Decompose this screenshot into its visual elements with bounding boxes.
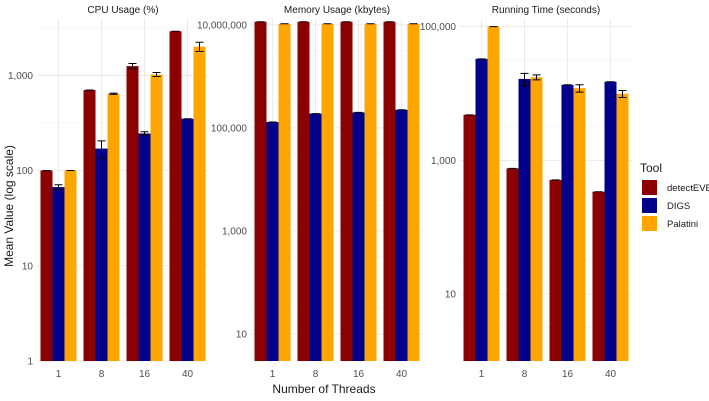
- bar-palatini-16: [573, 88, 586, 361]
- x-tick-label: 1: [56, 369, 62, 380]
- y-tick-label: 1,000: [431, 156, 456, 167]
- x-tick-label: 1: [270, 369, 276, 380]
- error-bar-digs-8: [520, 72, 529, 87]
- bar-digs-16: [138, 133, 151, 361]
- y-tick-label: 10: [445, 290, 457, 301]
- error-bar-palatini-40: [195, 41, 204, 52]
- y-axis-title: Mean Value (log scale): [2, 145, 16, 267]
- bar-detecteve-40: [592, 191, 605, 361]
- bar-digs-40: [395, 109, 408, 361]
- panel-cpu-usage: 1 10 100 1,000 1 8 16 40 CPU Usage (%): [8, 5, 209, 380]
- bar-digs-8: [518, 78, 531, 362]
- bar-palatini-1: [487, 26, 500, 361]
- legend-label-digs: DIGS: [667, 201, 690, 212]
- bar-digs-1: [52, 187, 65, 361]
- x-tick-label: 8: [313, 369, 319, 380]
- bar-digs-40: [181, 118, 194, 362]
- legend-label-detecteve: detectEVE: [667, 183, 709, 194]
- bar-detecteve-16: [340, 21, 353, 362]
- bar-detecteve-1: [463, 114, 476, 362]
- legend-label-palatini: Palatini: [667, 219, 698, 230]
- legend-swatch-detecteve: [642, 180, 657, 195]
- x-tick-label: 40: [182, 369, 194, 380]
- bar-digs-16: [561, 84, 574, 362]
- y-tick-label: 10: [236, 330, 248, 341]
- panel-title: CPU Usage (%): [87, 5, 158, 16]
- y-tick-label: 1,000: [8, 71, 33, 82]
- x-tick-label: 8: [99, 369, 105, 380]
- x-tick-label: 16: [562, 369, 574, 380]
- legend-swatch-palatini: [642, 216, 657, 231]
- bar-digs-40: [604, 81, 617, 361]
- x-tick-label: 1: [479, 369, 485, 380]
- error-bar-palatini-8: [532, 74, 541, 81]
- x-tick-label: 40: [396, 369, 408, 380]
- bar-palatini-8: [530, 77, 543, 362]
- bar-palatini-8: [321, 23, 334, 361]
- bar-detecteve-8: [83, 90, 96, 362]
- bar-palatini-40: [616, 93, 629, 361]
- error-bar-digs-1: [54, 184, 63, 191]
- x-axis-title: Number of Threads: [272, 382, 375, 396]
- error-bar-palatini-16: [152, 71, 161, 78]
- error-bar-digs-16: [140, 131, 149, 136]
- y-tick-label: 10,000,000: [197, 20, 247, 31]
- panel-memory-usage-kbytes: 10 1,000 100,000 10,000,000 1 8 16 40 Memory Usa…: [197, 5, 423, 380]
- y-tick-label: 100,000: [420, 22, 457, 33]
- panel-running-time-seconds: 10 1,000 100,000 1 8 16 40 Running Time (second…: [420, 5, 632, 380]
- x-tick-label: 40: [605, 369, 617, 380]
- legend-title: Tool: [640, 161, 662, 175]
- bar-digs-8: [95, 148, 108, 361]
- bar-detecteve-16: [126, 66, 139, 361]
- error-bar-digs-8: [97, 140, 106, 159]
- panel-title: Running Time (seconds): [492, 5, 600, 16]
- bar-detecteve-40: [383, 21, 396, 362]
- x-tick-label: 8: [522, 369, 528, 380]
- bar-detecteve-1: [254, 21, 267, 362]
- bar-palatini-8: [107, 93, 120, 361]
- y-tick-label: 100: [16, 166, 33, 177]
- bar-palatini-16: [150, 74, 163, 361]
- bar-palatini-16: [364, 23, 377, 361]
- bar-palatini-1: [64, 170, 77, 361]
- chart-panels: 1 10 100 1,000 1 8 16 40 CPU Usage (%) 10 1,000 100…: [8, 5, 632, 380]
- bar-detecteve-16: [549, 179, 562, 361]
- bar-digs-16: [352, 112, 365, 361]
- bar-detecteve-8: [506, 168, 519, 361]
- bar-palatini-40: [407, 23, 420, 361]
- x-tick-label: 16: [139, 369, 151, 380]
- bar-digs-1: [266, 122, 279, 361]
- error-bar-palatini-40: [618, 89, 627, 99]
- y-tick-label: 1,000: [222, 226, 247, 237]
- y-tick-label: 100,000: [211, 123, 248, 134]
- error-bar-palatini-16: [575, 84, 584, 93]
- bar-palatini-40: [193, 46, 206, 361]
- bar-digs-1: [475, 58, 488, 362]
- bar-detecteve-1: [40, 170, 53, 361]
- x-tick-label: 16: [353, 369, 365, 380]
- bar-palatini-1: [278, 23, 291, 361]
- bar-detecteve-40: [169, 31, 182, 361]
- bar-digs-8: [309, 113, 322, 361]
- y-tick-label: 1: [27, 357, 33, 368]
- error-bar-detecteve-16: [128, 62, 137, 70]
- y-tick-label: 10: [22, 261, 34, 272]
- legend: Tool detectEVE DIGS Palatini: [640, 161, 709, 231]
- bar-detecteve-8: [297, 21, 310, 362]
- panel-title: Memory Usage (kbytes): [284, 5, 390, 16]
- error-bar-palatini-8: [109, 92, 118, 95]
- legend-swatch-digs: [642, 198, 657, 213]
